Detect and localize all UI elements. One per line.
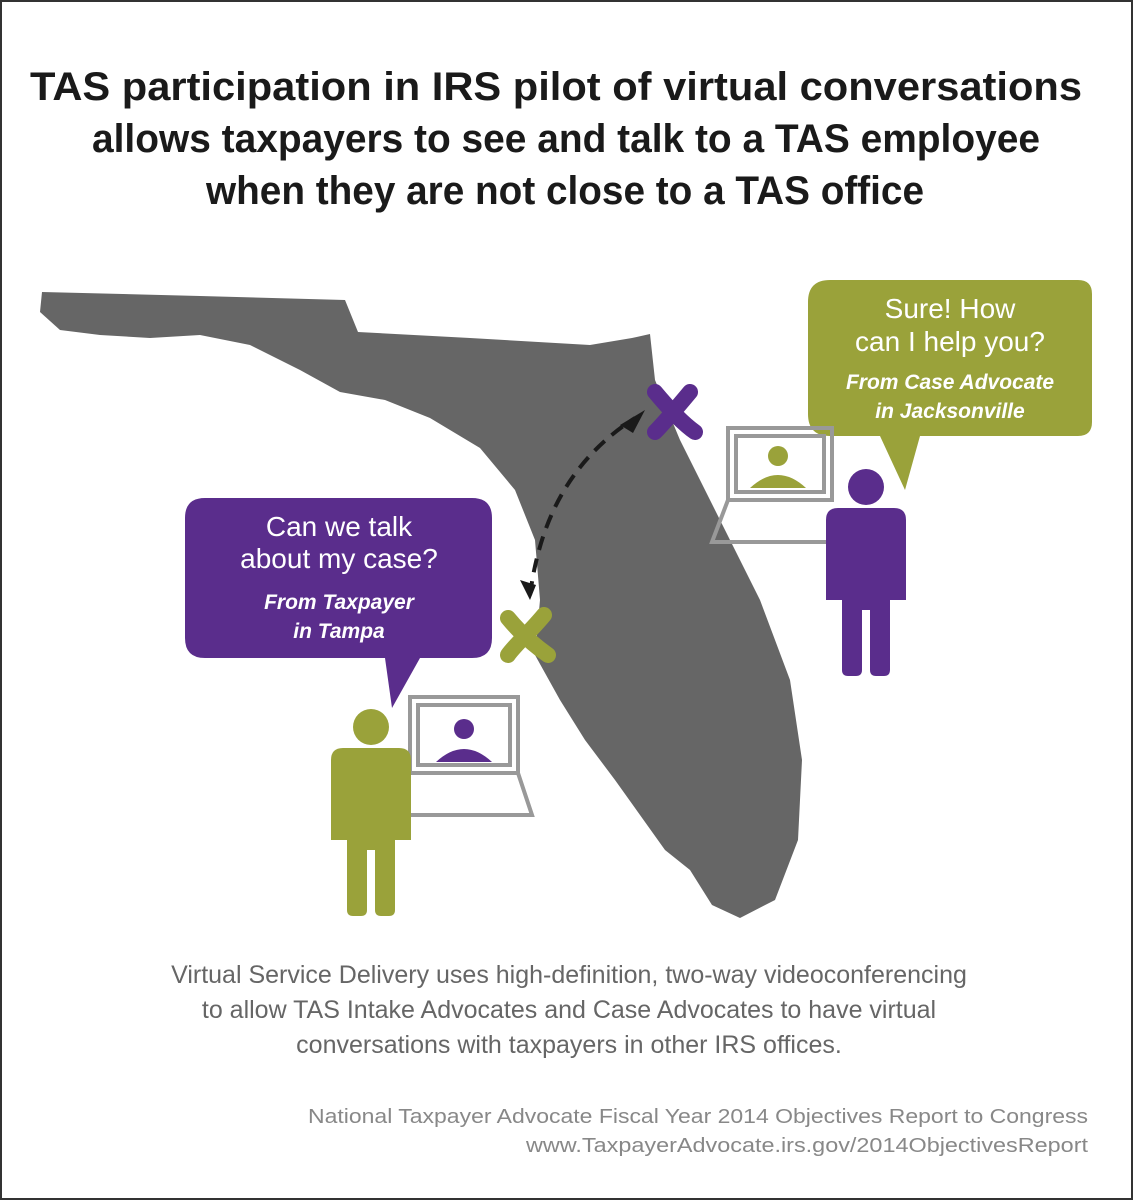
screen-head: [454, 719, 474, 739]
title-line: TAS participation in IRS pilot of virtua…: [30, 65, 1082, 109]
caption-line: conversations with taxpayers in other IR…: [296, 1031, 842, 1059]
screen-head: [768, 446, 788, 466]
connection-arrow: [528, 416, 637, 596]
bubble-message: Sure! How: [885, 293, 1016, 324]
florida-map: [40, 292, 802, 918]
screen-body: [750, 475, 806, 488]
caption-line: to allow TAS Intake Advocates and Case A…: [202, 996, 936, 1024]
bubble-message: about my case?: [240, 543, 438, 574]
title-line: when they are not close to a TAS office: [205, 169, 924, 213]
speech-bubble: [808, 280, 1092, 490]
title-line: allows taxpayers to see and talk to a TA…: [92, 117, 1040, 161]
taxpayer-person: [331, 709, 411, 916]
bubble-message: Can we talk: [266, 511, 413, 542]
source-line: National Taxpayer Advocate Fiscal Year 2…: [308, 1106, 1088, 1128]
bubble-source: From Case Advocate: [846, 371, 1054, 394]
arrow-head: [520, 580, 536, 600]
arrow-head: [620, 410, 645, 433]
caption-line: Virtual Service Delivery uses high-defin…: [171, 961, 967, 989]
bubble-source: in Tampa: [293, 620, 385, 643]
source-line: www.TaxpayerAdvocate.irs.gov/2014Objecti…: [525, 1135, 1089, 1157]
speech-bubble: [185, 498, 492, 708]
bubble-source: in Jacksonville: [875, 400, 1025, 423]
bubble-message: can I help you?: [855, 326, 1045, 357]
bubble-source: From Taxpayer: [264, 591, 416, 614]
advocate-person: [826, 469, 906, 676]
jacksonville-marker: [647, 384, 703, 440]
screen-body: [436, 749, 492, 762]
tampa-marker: [500, 607, 556, 663]
